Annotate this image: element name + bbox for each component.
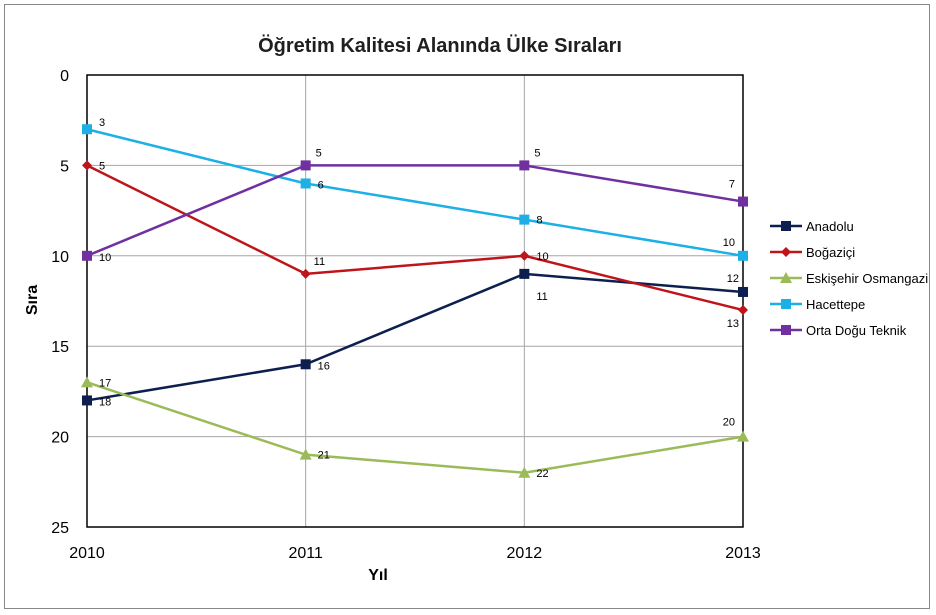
legend-marker-orta-dogu-teknik (781, 325, 791, 335)
data-label-anadolu: 18 (99, 396, 111, 408)
legend-marker-bogazici (781, 247, 791, 257)
grid-lines (86, 74, 744, 528)
y-tick-label: 5 (60, 158, 69, 175)
data-point-hacettepe (82, 124, 92, 135)
chart-frame (4, 4, 930, 609)
data-label-hacettepe: 10 (723, 237, 735, 249)
data-label-eskisehir-osmangazi: 17 (99, 377, 111, 389)
y-tick-label: 20 (51, 430, 69, 447)
data-point-anadolu (738, 286, 748, 297)
series-line-bogazici (86, 164, 744, 312)
data-point-orta-dogu-teknik (519, 160, 530, 171)
data-label-eskisehir-osmangazi: 22 (536, 468, 548, 480)
data-labels: 18 16 11 12 5 11 10 13 17 21 22 20 3 6 8 10 10 5 5 7 (99, 117, 739, 480)
data-point-anadolu (82, 395, 92, 406)
data-label-orta-dogu-teknik: 5 (534, 147, 540, 159)
x-tick-labels: 2010 2011 2012 2013 (69, 545, 761, 562)
data-label-orta-dogu-teknik: 10 (99, 252, 111, 264)
data-label-bogazici: 5 (99, 160, 105, 172)
y-tick-label: 15 (51, 339, 69, 356)
series-line-orta-dogu-teknik (86, 164, 744, 257)
plot-border (86, 74, 744, 528)
legend-label-hacettepe: Hacettepe (806, 297, 865, 312)
data-label-bogazici: 11 (314, 256, 325, 268)
data-point-eskisehir-osmangazi (299, 448, 312, 460)
data-point-hacettepe (738, 250, 748, 261)
data-point-hacettepe (300, 178, 311, 189)
y-tick-label: 25 (51, 520, 69, 537)
legend: Anadolu Boğaziçi Eskişehir Osmangazi Hacett… (770, 219, 928, 338)
data-point-bogazici (82, 160, 92, 171)
data-point-anadolu (300, 359, 311, 370)
data-point-orta-dogu-teknik (738, 196, 748, 207)
legend-marker-eskisehir-osmangazi (780, 272, 792, 283)
legend-label-bogazici: Boğaziçi (806, 245, 855, 260)
data-label-hacettepe: 8 (536, 215, 542, 227)
data-point-anadolu (519, 268, 530, 279)
data-point-hacettepe (519, 214, 530, 225)
x-tick-label: 2011 (288, 545, 323, 562)
legend-label-orta-dogu-teknik: Orta Doğu Teknik (806, 323, 907, 338)
legend-label-anadolu: Anadolu (806, 219, 854, 234)
data-label-eskisehir-osmangazi: 21 (318, 450, 330, 462)
x-tick-label: 2012 (507, 545, 543, 562)
chart-title: Öğretim Kalitesi Alanında Ülke Sıraları (258, 34, 622, 57)
y-tick-label: 10 (51, 249, 69, 266)
series-line-anadolu (86, 272, 744, 402)
y-tick-label: 0 (60, 68, 69, 85)
data-label-orta-dogu-teknik: 7 (729, 179, 735, 191)
y-axis-title: Sıra (24, 285, 41, 315)
x-axis-title: Yıl (368, 567, 388, 584)
data-label-anadolu: 11 (536, 291, 547, 303)
data-point-eskisehir-osmangazi (737, 430, 749, 442)
data-label-anadolu: 12 (727, 273, 739, 285)
data-label-hacettepe: 6 (318, 179, 324, 191)
data-point-bogazici (519, 250, 530, 261)
data-point-bogazici (738, 305, 748, 316)
data-label-orta-dogu-teknik: 5 (316, 147, 322, 159)
series-line-eskisehir-osmangazi (86, 381, 744, 475)
data-point-orta-dogu-teknik (300, 160, 311, 171)
data-label-bogazici: 10 (536, 251, 548, 263)
legend-marker-hacettepe (781, 299, 791, 309)
legend-marker-anadolu (781, 221, 791, 231)
data-label-anadolu: 16 (318, 360, 330, 372)
series-lines (81, 124, 749, 478)
data-point-eskisehir-osmangazi (518, 466, 531, 478)
data-point-eskisehir-osmangazi (81, 376, 93, 388)
data-point-bogazici (300, 268, 311, 279)
data-label-bogazici: 13 (727, 318, 739, 330)
plot-area (86, 74, 744, 528)
y-tick-labels: 0 5 10 15 20 25 (51, 68, 69, 537)
series-line-hacettepe (86, 128, 744, 258)
legend-label-eskisehir-osmangazi: Eskişehir Osmangazi (806, 271, 928, 286)
x-tick-label: 2013 (725, 545, 761, 562)
data-point-orta-dogu-teknik (82, 250, 92, 261)
x-tick-label: 2010 (69, 545, 105, 562)
data-label-hacettepe: 3 (99, 117, 105, 129)
data-label-eskisehir-osmangazi: 20 (723, 417, 735, 429)
